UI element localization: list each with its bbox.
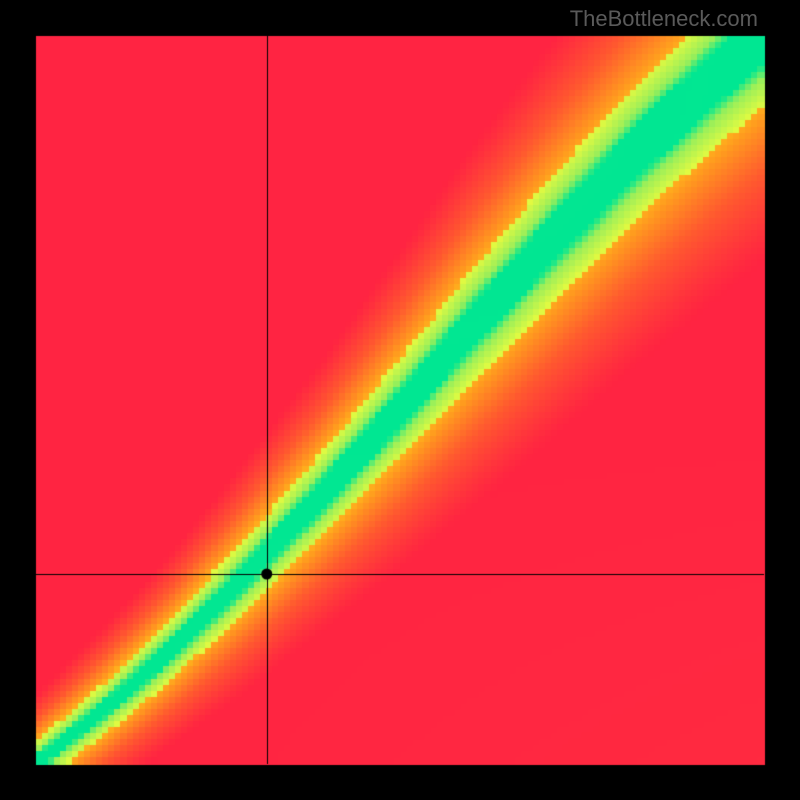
bottleneck-heatmap — [0, 0, 800, 800]
chart-container: TheBottleneck.com — [0, 0, 800, 800]
watermark-text: TheBottleneck.com — [570, 6, 758, 32]
